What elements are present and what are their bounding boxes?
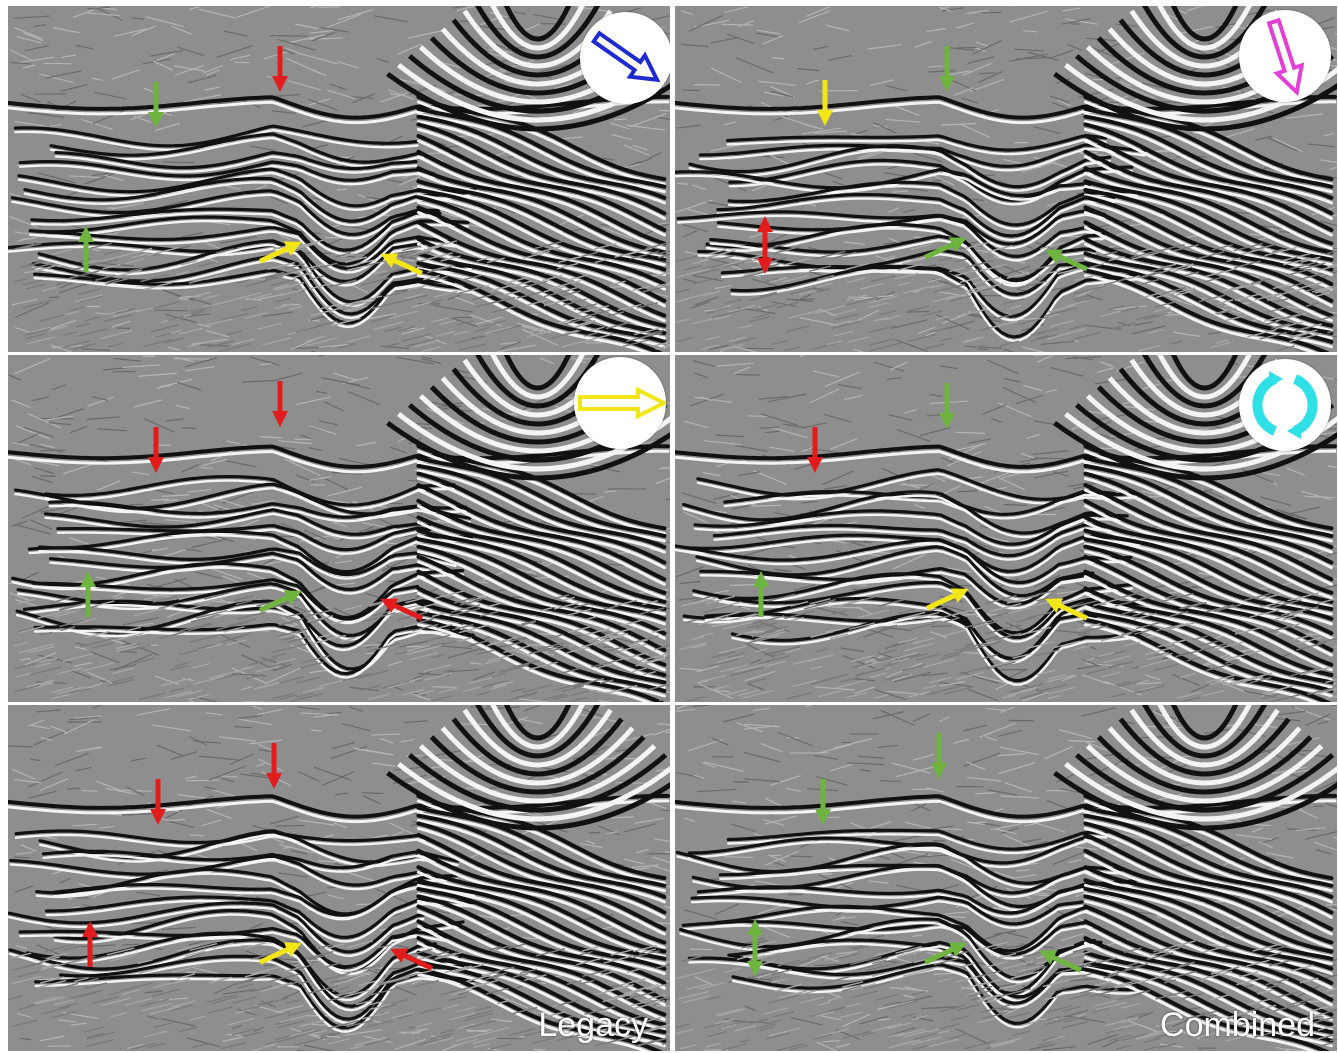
seismic-panel-r3c2: Combined	[675, 705, 1337, 1051]
seismic-panel-r1c2	[675, 6, 1337, 352]
acquisition-direction-badge	[1239, 359, 1331, 451]
seismic-section-image	[675, 705, 1337, 1051]
seismic-section-image	[8, 355, 670, 702]
seismic-section-image	[8, 705, 670, 1051]
seismic-panel-r1c1	[8, 6, 670, 352]
acquisition-direction-badge	[574, 357, 666, 449]
yellow-right-arrow-icon	[578, 386, 666, 420]
seismic-section-image	[8, 6, 670, 352]
seismic-section-image	[675, 6, 1337, 352]
acquisition-direction-badge	[1239, 10, 1331, 102]
seismic-panel-r2c1	[8, 355, 670, 702]
seismic-panel-r2c2	[675, 355, 1337, 702]
acquisition-direction-badge	[580, 12, 670, 104]
magenta-down-arrow-icon	[1266, 17, 1305, 97]
cyan-circular-arrows-icon	[1252, 371, 1318, 439]
blue-diagonal-arrow-icon	[590, 30, 661, 83]
seismic-section-image	[675, 355, 1337, 702]
seismic-panel-r3c1: Legacy	[8, 705, 670, 1051]
panel-label-legacy: Legacy	[538, 1006, 648, 1044]
panel-label-combined: Combined	[1160, 1006, 1315, 1044]
